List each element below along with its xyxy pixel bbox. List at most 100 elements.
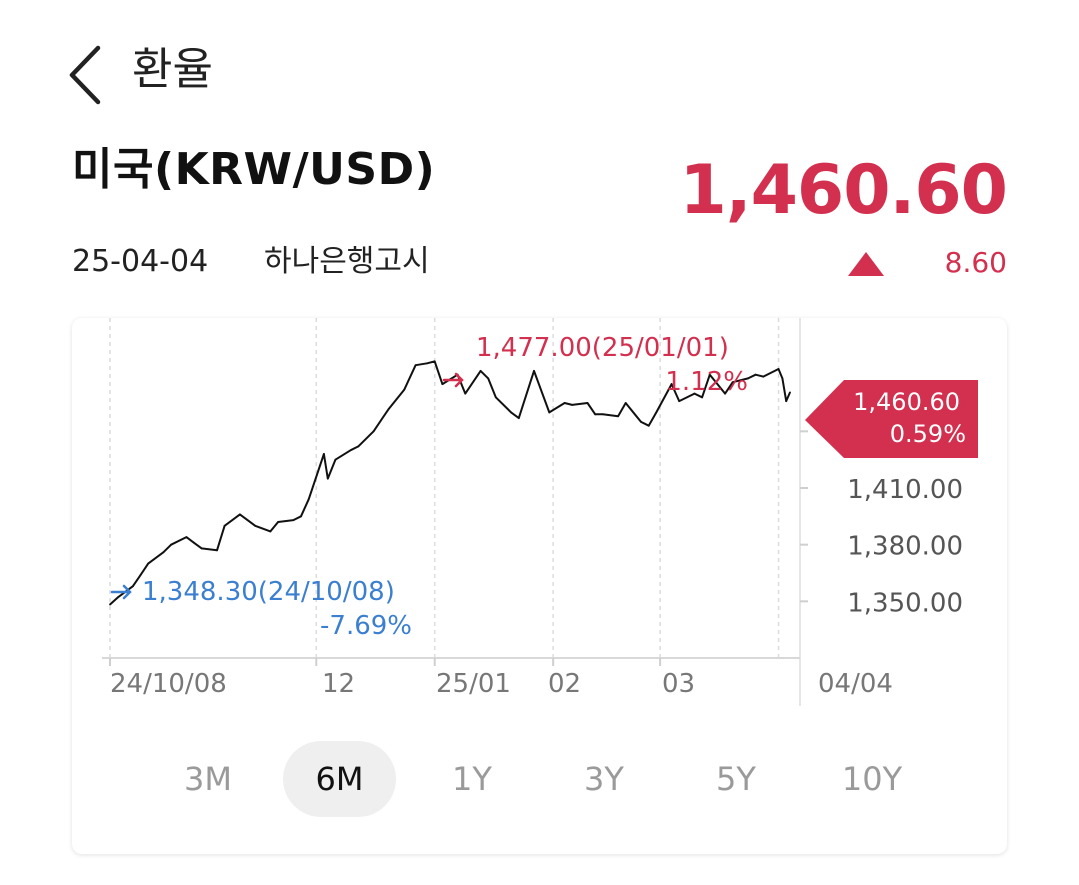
data-point (216, 549, 218, 552)
data-point (238, 513, 241, 516)
arrow-right-icon (110, 584, 132, 600)
y-tick-label: 1,380.00 (847, 532, 963, 562)
data-point (594, 413, 597, 416)
data-point (147, 562, 150, 565)
data-point (479, 369, 482, 372)
back-button[interactable] (60, 40, 120, 110)
data-point (254, 524, 257, 527)
data-point (349, 449, 352, 452)
rate-line (109, 360, 791, 606)
data-point (426, 362, 428, 365)
data-point (357, 445, 360, 448)
data-point (640, 420, 642, 423)
data-point (323, 453, 325, 455)
current-pct-label: 0.59% (890, 420, 966, 448)
rate-date: 25-04-04 (72, 244, 209, 279)
data-point (617, 415, 619, 418)
data-point (571, 403, 574, 406)
data-point (785, 400, 788, 403)
y-tick-label: 1,410.00 (847, 475, 963, 505)
data-point (200, 547, 203, 550)
data-point (246, 519, 249, 522)
data-point (441, 383, 444, 386)
x-tick-label: 12 (322, 669, 355, 699)
data-point (326, 477, 329, 480)
data-point (678, 400, 681, 403)
data-point (494, 396, 497, 399)
data-point (517, 417, 520, 420)
triangle-up-icon (848, 252, 884, 276)
high-label: 1,477.00(25/01/01) (476, 333, 729, 363)
range-3y-button[interactable]: 3Y (584, 760, 624, 798)
data-point (487, 377, 490, 380)
data-point (334, 458, 337, 461)
arrow-right-icon (442, 372, 464, 388)
low-label: 1,348.30(24/10/08) (142, 577, 395, 607)
data-point (789, 391, 791, 394)
data-point (762, 375, 765, 378)
data-point (701, 396, 704, 399)
data-point (193, 541, 195, 544)
current-value-label: 1,460.60 (853, 388, 960, 416)
data-point (300, 515, 302, 518)
data-point (781, 377, 784, 380)
data-point (563, 402, 566, 404)
range-3m-button[interactable]: 3M (184, 760, 232, 798)
x-tick-label: 02 (548, 669, 581, 699)
data-point (708, 373, 711, 376)
data-point (724, 392, 726, 395)
data-point (387, 407, 390, 410)
rate-source: 하나은행고시 (264, 244, 430, 279)
data-point (777, 368, 780, 370)
data-point (139, 573, 142, 576)
data-point (277, 521, 279, 523)
chevron-left-icon (69, 45, 101, 105)
currency-name: 미국(KRW/USD) (72, 144, 436, 195)
data-point (464, 392, 467, 395)
x-tick-label: 03 (662, 669, 695, 699)
data-point (670, 383, 673, 386)
data-point (109, 603, 111, 606)
data-point (292, 519, 295, 522)
data-point (647, 424, 650, 427)
range-6m-button[interactable]: 6M (283, 741, 396, 817)
high-pct: 1.12% (665, 367, 748, 397)
data-point (655, 411, 658, 414)
data-point (754, 373, 757, 376)
low-pct: -7.69% (320, 611, 412, 641)
data-point (372, 430, 375, 433)
current-value-flag (805, 380, 978, 458)
data-point (693, 392, 696, 395)
data-point (269, 530, 272, 533)
x-tick-label: 24/10/08 (110, 669, 227, 699)
data-point (433, 360, 436, 363)
range-1y-button[interactable]: 1Y (452, 760, 492, 798)
exchange-rate: 1,460.60 (679, 151, 1008, 230)
y-tick-label: 1,350.00 (847, 588, 963, 618)
data-point (132, 585, 134, 588)
data-point (307, 498, 310, 501)
data-point (380, 419, 383, 421)
data-point (548, 411, 551, 414)
data-point (533, 369, 535, 372)
data-point (510, 411, 513, 414)
rate-change: 8.60 (944, 246, 1007, 279)
data-point (586, 402, 589, 404)
data-point (601, 413, 604, 416)
data-point (624, 402, 627, 404)
x-tick-label: 25/01 (436, 669, 511, 699)
data-point (731, 381, 734, 384)
data-point (185, 536, 188, 539)
data-point (747, 377, 749, 380)
data-point (170, 543, 173, 546)
data-point (116, 596, 119, 599)
data-point (414, 364, 417, 367)
range-10y-button[interactable]: 10Y (841, 760, 903, 798)
page-title: 환율 (132, 44, 213, 95)
data-point (223, 524, 226, 527)
range-5y-button[interactable]: 5Y (716, 760, 756, 798)
data-point (162, 551, 165, 554)
data-point (403, 388, 406, 391)
x-tick-label: 04/04 (818, 669, 893, 699)
